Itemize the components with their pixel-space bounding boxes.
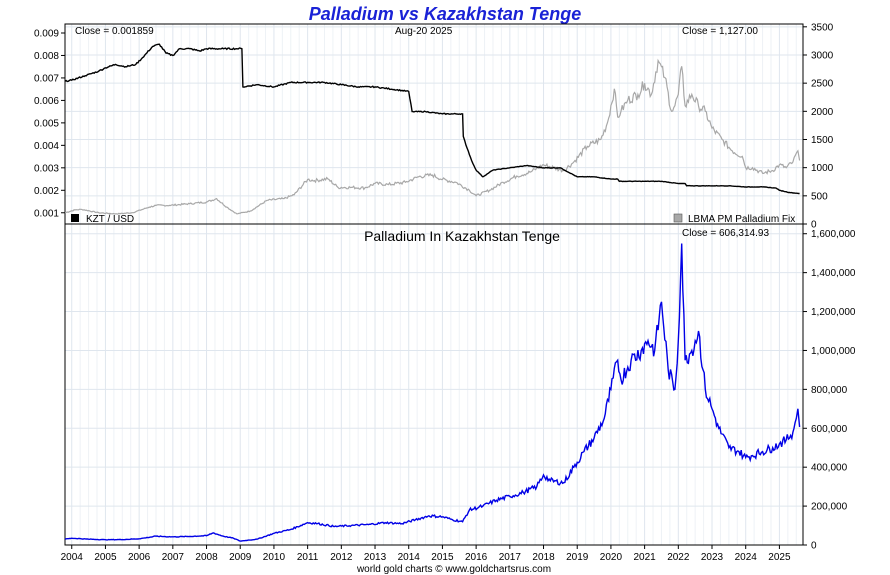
left-tick-label: 0.007 xyxy=(34,73,59,84)
right-tick-label: 1,400,000 xyxy=(811,268,856,279)
left-tick-label: 0.002 xyxy=(34,186,59,197)
right-tick-label: 0 xyxy=(811,541,817,552)
bottom-chart-title: Palladium In Kazakhstan Tenge xyxy=(364,228,560,244)
bottom-close-label: Close = 606,314.93 xyxy=(682,228,769,239)
x-tick-label: 2020 xyxy=(600,552,623,563)
top-right-close-label: Close = 1,127.00 xyxy=(682,26,758,37)
legend-swatch-kzt-usd xyxy=(71,214,79,222)
right-tick-label: 1,000,000 xyxy=(811,346,856,357)
right-tick-label: 2500 xyxy=(811,79,834,90)
right-tick-label: 3000 xyxy=(811,50,834,61)
left-tick-label: 0.001 xyxy=(34,208,59,219)
series-line-palladium-usd xyxy=(64,58,801,215)
x-tick-label: 2022 xyxy=(667,552,690,563)
right-tick-label: 800,000 xyxy=(811,385,848,396)
footer-credit: world gold charts © www.goldchartsrus.co… xyxy=(356,564,551,575)
right-tick-label: 0 xyxy=(811,220,817,231)
x-tick-label: 2009 xyxy=(229,552,252,563)
left-tick-label: 0.004 xyxy=(34,141,59,152)
x-tick-label: 2011 xyxy=(297,552,319,563)
top-left-axis: 0.001 0.002 0.003 0.004 0.005 0.006 0.007 0.008… xyxy=(34,28,65,219)
bottom-panel: 0 200,000 400,000 600,000 800,000 1,000,000 1,… xyxy=(64,223,856,552)
top-date-label: Aug-20 2025 xyxy=(395,26,453,37)
x-tick-label: 2014 xyxy=(398,552,421,563)
left-tick-label: 0.009 xyxy=(34,28,59,39)
left-tick-label: 0.006 xyxy=(34,96,59,107)
right-tick-label: 1500 xyxy=(811,135,834,146)
legend-swatch-palladium-usd xyxy=(673,213,683,223)
x-tick-label: 2023 xyxy=(701,552,724,563)
bottom-panel-frame xyxy=(64,223,804,546)
top-right-axis: 0 500 1000 1500 2000 2500 3000 3500 xyxy=(803,22,834,231)
x-tick-label: 2013 xyxy=(364,552,387,563)
left-tick-label: 0.005 xyxy=(34,118,59,129)
series-line-kzt-usd xyxy=(64,43,800,195)
series-line-palladium-kzt xyxy=(64,243,801,542)
chart-title: Palladium vs Kazakhstan Tenge xyxy=(309,4,581,24)
right-tick-label: 2000 xyxy=(811,107,834,118)
top-gridlines xyxy=(65,24,803,225)
x-tick-label: 2010 xyxy=(263,552,286,563)
left-tick-label: 0.008 xyxy=(34,51,59,62)
x-tick-label: 2007 xyxy=(162,552,185,563)
x-tick-label: 2006 xyxy=(128,552,151,563)
right-tick-label: 500 xyxy=(811,191,828,202)
right-tick-label: 1,600,000 xyxy=(811,229,856,240)
bottom-right-axis: 0 200,000 400,000 600,000 800,000 1,000,000 1,… xyxy=(803,229,856,552)
x-tick-label: 2017 xyxy=(499,552,522,563)
x-tick-label: 2005 xyxy=(94,552,117,563)
x-tick-label: 2012 xyxy=(330,552,353,563)
legend-label-kzt-usd: KZT / USD xyxy=(86,214,134,225)
top-panel: 0.001 0.002 0.003 0.004 0.005 0.006 0.007 0.008… xyxy=(34,22,834,230)
right-tick-label: 1,200,000 xyxy=(811,307,856,318)
legend-label-palladium-usd: LBMA PM Palladium Fix xyxy=(688,214,795,225)
x-tick-label: 2019 xyxy=(566,552,589,563)
x-tick-label: 2025 xyxy=(768,552,791,563)
x-tick-label: 2016 xyxy=(465,552,488,563)
x-tick-label: 2004 xyxy=(61,552,84,563)
x-tick-label: 2021 xyxy=(633,552,656,563)
x-tick-label: 2018 xyxy=(532,552,555,563)
right-tick-label: 200,000 xyxy=(811,502,848,513)
top-left-close-label: Close = 0.001859 xyxy=(75,26,154,37)
x-tick-label: 2024 xyxy=(735,552,758,563)
x-axis: 2004 2005 2006 2007 2008 2009 2010 2011 2012 2013… xyxy=(61,545,791,563)
right-tick-label: 1000 xyxy=(811,163,834,174)
x-tick-label: 2015 xyxy=(431,552,454,563)
right-tick-label: 600,000 xyxy=(811,424,848,435)
right-tick-label: 3500 xyxy=(811,22,834,33)
left-tick-label: 0.003 xyxy=(34,163,59,174)
right-tick-label: 400,000 xyxy=(811,463,848,474)
x-tick-label: 2008 xyxy=(195,552,218,563)
bottom-gridlines xyxy=(65,224,803,546)
